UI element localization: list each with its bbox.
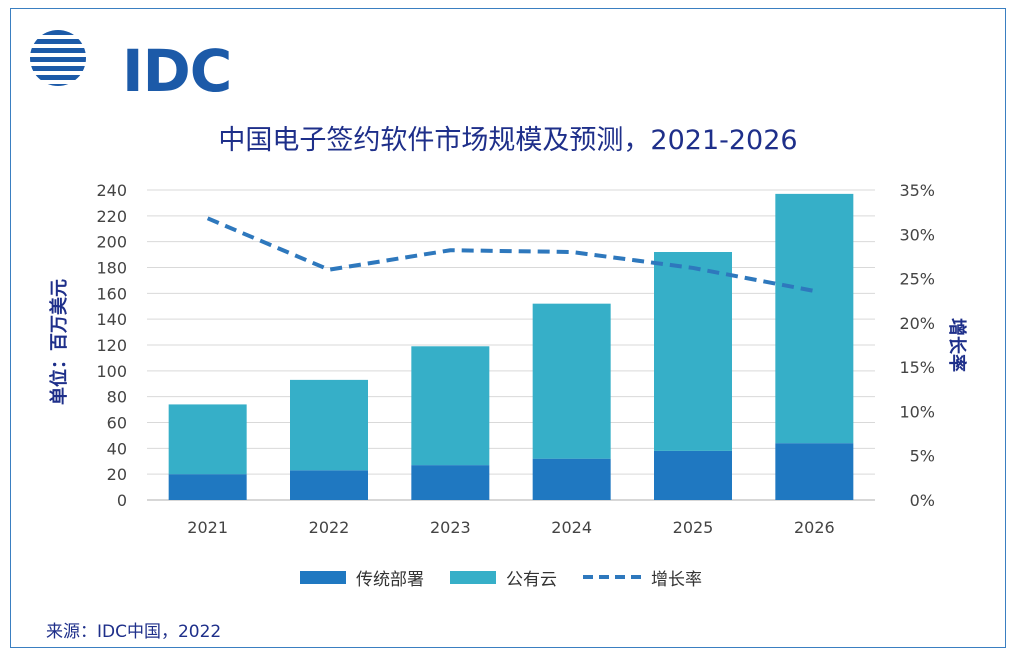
bar-traditional <box>532 458 611 500</box>
legend-swatch-traditional <box>300 570 346 584</box>
bar-traditional <box>411 465 490 500</box>
bar-traditional <box>168 474 247 500</box>
y-tick-label: 140 <box>96 310 127 329</box>
bar-traditional <box>775 443 854 500</box>
bar-traditional <box>290 470 368 500</box>
x-tick-label: 2026 <box>794 518 835 537</box>
idc-logo: IDC <box>28 28 232 100</box>
x-tick-label: 2023 <box>430 518 471 537</box>
x-tick-label: 2022 <box>309 518 350 537</box>
growth-rate-line <box>206 216 815 293</box>
legend-swatch-growth <box>583 575 641 579</box>
y2-tick-label: 25% <box>899 270 935 289</box>
source-note: 来源：IDC中国，2022 <box>46 622 222 642</box>
y2-tick-label: 10% <box>899 402 935 421</box>
x-tick-label: 2025 <box>673 518 714 537</box>
legend-label-cloud: 公有云 <box>506 569 557 590</box>
legend: 传统部署 公有云 增长率 <box>300 565 728 590</box>
y2-tick-label: 35% <box>899 181 935 200</box>
y-tick-label: 100 <box>96 362 127 381</box>
bar-cloud <box>654 252 732 451</box>
chart-title: 中国电子签约软件市场规模及预测，2021-2026 <box>218 125 798 156</box>
y-tick-label: 40 <box>107 439 127 458</box>
legend-item-traditional: 传统部署 <box>300 565 424 590</box>
y-tick-label: 60 <box>107 414 127 433</box>
y2-tick-label: 30% <box>899 225 935 244</box>
y-tick-label: 160 <box>96 284 127 303</box>
bar-cloud <box>290 379 368 471</box>
bar-cloud <box>168 404 247 475</box>
bar-cloud <box>411 346 490 466</box>
y-tick-label: 80 <box>107 388 127 407</box>
bar-traditional <box>654 450 732 500</box>
y-tick-label: 0 <box>117 491 127 510</box>
x-tick-label: 2021 <box>187 518 228 537</box>
y-tick-label: 120 <box>96 336 127 355</box>
legend-swatch-cloud <box>450 570 496 584</box>
y-tick-label: 20 <box>107 465 127 484</box>
y-tick-label: 220 <box>96 207 127 226</box>
y2-tick-label: 0% <box>910 491 935 510</box>
logo-text: IDC <box>122 37 232 105</box>
y2-tick-label: 20% <box>899 314 935 333</box>
globe-icon <box>30 30 86 86</box>
legend-label-growth: 增长率 <box>651 569 702 590</box>
y2-tick-label: 5% <box>910 447 935 466</box>
y-tick-label: 180 <box>96 259 127 278</box>
y-tick-label: 240 <box>96 181 127 200</box>
bar-cloud <box>532 303 611 459</box>
bar-cloud <box>775 193 854 444</box>
legend-label-traditional: 传统部署 <box>356 569 424 590</box>
y-tick-label: 200 <box>96 233 127 252</box>
y2-tick-label: 15% <box>899 358 935 377</box>
legend-item-cloud: 公有云 <box>450 565 557 590</box>
legend-item-growth: 增长率 <box>583 565 702 590</box>
x-tick-label: 2024 <box>551 518 592 537</box>
